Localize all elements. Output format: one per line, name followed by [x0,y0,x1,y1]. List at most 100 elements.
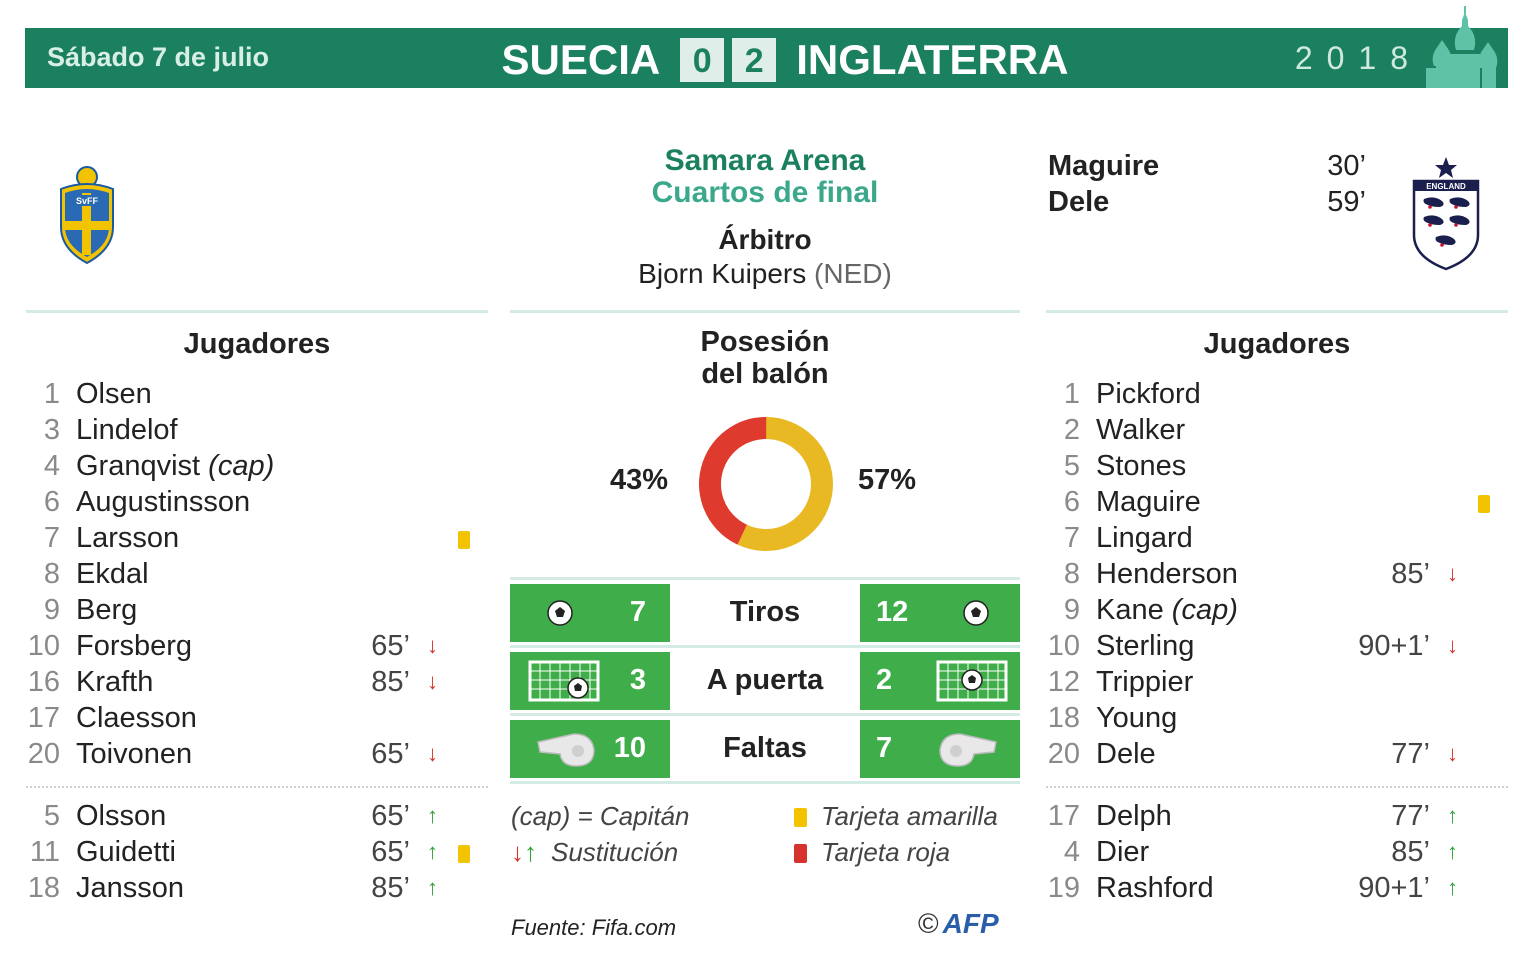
legend-sub-row: ↓↑ Sustitución [511,834,689,870]
home-players-column: Jugadores 1 Olsen 3 Lindelof 4 Granqvist (cap… [26,326,488,906]
goal-icon [936,660,1008,702]
player-number: 18 [1047,702,1080,734]
player-number: 1 [1063,378,1080,410]
player-number: 20 [1047,738,1080,770]
player-name: Delph [1096,800,1172,832]
player-name: Lindelof [76,414,178,446]
yellow-card-icon [458,845,470,863]
player-row: 12 Trippier [1046,664,1508,700]
substitution-minute: 65’ [371,800,410,832]
arrow-down-icon: ↓ [1447,633,1458,658]
player-row: 5 Olsson 65’ ↑ [26,798,488,834]
arrow-up-icon: ↑ [1447,839,1458,864]
player-name: Dier [1096,836,1150,868]
player-number: 10 [27,630,60,662]
away-stat-box: 7 [860,720,1020,778]
player-name: Lingard [1096,522,1193,554]
player-number: 9 [1063,594,1080,626]
away-subs-list: 17 Delph 77’ ↑ 4 Dier 85’ ↑ 19 Rashford 90+1’ ↑ [1046,798,1508,906]
substitution-minute: 90+1’ [1358,872,1430,904]
player-name: Toivonen [76,738,193,770]
player-name: Claesson [76,702,197,734]
legend-red: Tarjeta roja [821,837,951,867]
home-possession-pct: 43% [610,464,669,496]
scorer-minute: 59’ [1327,186,1366,218]
player-row: 18 Jansson 85’ ↑ [26,870,488,906]
player-number: 12 [1047,666,1080,698]
home-possession-slice [699,417,833,551]
player-row: 17 Delph 77’ ↑ [1046,798,1508,834]
arrow-down-icon: ↓ [427,669,438,694]
divider [510,310,1020,313]
divider [1046,310,1508,313]
player-number: 1 [43,378,60,410]
match-header: Sábado 7 de julio SUECIA 0 2 INGLATERRA 201… [25,6,1508,88]
referee: Bjorn Kuipers (NED) [510,257,1020,291]
home-score: 0 [680,37,725,82]
substitution-minute: 85’ [1391,558,1430,590]
player-name: Stones [1096,450,1187,482]
player-number: 7 [43,522,60,554]
red-card-icon [794,844,807,863]
possession-title-line2: del balón [701,358,829,390]
player-name: Augustinsson [76,486,251,518]
stat-divider [510,781,1020,784]
stat-row-shots: 7 Tiros 12 [510,584,1020,642]
possession-title: Posesión del balón [510,326,1020,390]
player-number: 2 [1063,414,1080,446]
legend-left: (cap) = Capitán ↓↑ Sustitución [511,798,689,870]
player-row: 20 Toivonen 65’ ↓ [26,736,488,772]
player-name: Henderson [1096,558,1238,590]
player-number: 9 [43,594,60,626]
legend-right: Tarjeta amarilla Tarjeta roja [794,798,998,870]
arrow-down-icon: ↓ [427,741,438,766]
yellow-card-icon [458,531,470,549]
player-number: 17 [27,702,60,734]
substitution-minute: 85’ [371,666,410,698]
player-number: 6 [43,486,60,518]
home-starters-list: 1 Olsen 3 Lindelof 4 Granqvist (cap) 6 Augustin… [26,376,488,772]
away-possession-pct: 57% [858,464,917,496]
yellow-card-icon [1478,495,1490,513]
player-number: 6 [1063,486,1080,518]
afp-logo: AFP [942,908,999,939]
player-row: 5 Stones [1046,448,1508,484]
stat-label: A puerta [706,664,824,696]
match-date: Sábado 7 de julio [47,42,270,72]
substitution-minute: 65’ [371,738,410,770]
player-row: 17 Claesson [26,700,488,736]
player-number: 4 [1063,836,1080,868]
possession-title-line1: Posesión [700,326,830,358]
player-row: 3 Lindelof [26,412,488,448]
home-shots: 7 [629,596,646,628]
whistle-icon [537,733,595,767]
arrow-down-icon: ↓ [1447,561,1458,586]
arrow-up-icon: ↑ [427,839,438,864]
player-number: 17 [1047,800,1080,832]
source-note: Fuente: Fifa.com [511,915,677,940]
player-row: 6 Maguire [1046,484,1508,520]
referee-country: (NED) [814,258,892,289]
player-name: Olsson [76,800,167,832]
stat-divider [510,577,1020,580]
player-row: 4 Dier 85’ ↑ [1046,834,1508,870]
player-row: 9 Berg [26,592,488,628]
arrow-up-icon: ↑ [427,803,438,828]
player-name: Jansson [76,872,185,904]
player-row: 8 Ekdal [26,556,488,592]
arrow-down-icon: ↓ [1447,741,1458,766]
player-number: 11 [29,836,60,868]
player-row: 10 Forsberg 65’ ↓ [26,628,488,664]
player-number: 16 [27,666,60,698]
away-fouls: 7 [876,732,893,764]
away-players-title: Jugadores [1203,328,1351,360]
stadium-name: Samara Arena [664,144,866,177]
scorer-minute: 30’ [1327,150,1366,182]
player-number: 19 [1047,872,1080,904]
stat-divider [510,645,1020,648]
home-stat-box: 7 [510,584,670,642]
player-name: Sterling [1096,630,1195,662]
yellow-card-icon [794,808,807,827]
player-number: 18 [27,872,60,904]
player-name: Forsberg [76,630,193,662]
